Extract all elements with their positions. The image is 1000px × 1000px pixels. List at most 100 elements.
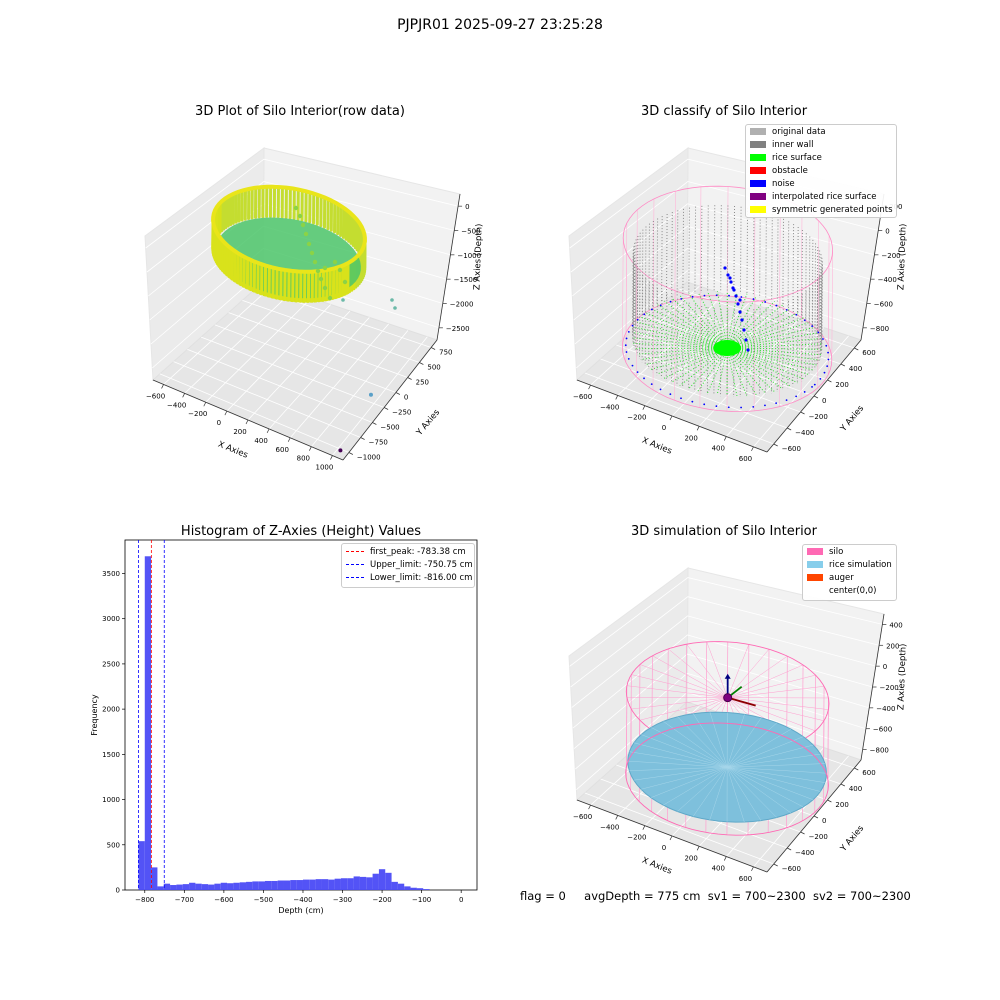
x-tick [669,415,673,421]
data-point [368,392,373,397]
x-tick-label: 200 [684,434,697,442]
center-point [723,693,733,703]
x-tick-label: −400 [167,401,186,409]
inner-wall-column [801,230,803,318]
x-tick-label: −200 [627,414,646,422]
noise-point [726,273,730,277]
noise-point [636,371,639,374]
silo-wire [699,298,701,408]
y-tick [430,347,436,350]
inner-wall-column [656,288,658,376]
noise-point [728,294,730,297]
legend-label: rice simulation [829,560,892,570]
inner-wall-column [819,254,822,342]
x-tick-label: −400 [293,896,312,904]
y-tick-label: −400 [795,429,814,437]
histogram-bar [366,877,373,890]
grid-line [247,310,351,421]
inner-wall-column [796,296,799,384]
grid-line [631,330,815,397]
inner-wall-column [641,275,644,363]
rice-mesh [629,766,728,771]
rice-surface-ray [727,347,820,361]
noise-point [728,276,732,280]
inner-wall-column [776,216,779,304]
inner-wall-column [636,236,639,324]
histogram-bar [334,878,341,890]
grid-line [569,577,883,667]
histogram-bar [170,885,177,890]
noise-point [703,403,706,406]
silo-wire [636,267,638,377]
grid-line [184,291,293,394]
noise-point [803,319,806,322]
y-tick [360,437,365,440]
auger-point [327,295,333,301]
rice-surface-ray [632,337,728,349]
grid-line [205,297,312,403]
x-tick-label: 400 [712,865,725,873]
inner-wall-column [682,300,684,388]
noise-point [740,318,744,322]
x-tick [224,410,228,416]
inner-wall-column [652,220,654,309]
x-tick [696,846,700,851]
y-tick [395,392,401,395]
inner-wall-column [636,268,639,356]
histogram-bar [340,878,348,890]
histogram-bar [385,872,392,890]
rice-mesh [726,717,762,768]
z-tick-label: −400 [878,276,897,284]
inner-wall-column [726,205,729,293]
rice-mesh [727,766,814,800]
silo-rim-bottom [625,722,829,836]
inner-wall-column [782,303,784,391]
silo-wire [827,697,829,780]
noise-point [740,296,743,298]
silo-roof-wire [727,686,825,698]
inner-wall-column [670,296,673,384]
auger-point [322,265,328,271]
y-tick [383,407,389,410]
rice-mesh [709,767,728,821]
rice-surface-ray [727,347,822,356]
y-tick-label: −750 [369,439,388,447]
rice-mesh [727,728,792,768]
rice-surface-ray [706,347,728,394]
rice-mesh [633,742,728,768]
y-tick-label: 2500 [102,660,120,668]
auger-point [309,250,315,256]
x-tick-label: −200 [627,834,646,842]
inner-wall-column [805,291,807,379]
noise-point [827,358,830,361]
auger-point [315,268,321,274]
grid-line [576,691,863,791]
legend-label: noise [772,179,795,189]
inner-wall-column [733,206,736,294]
rice-mesh [629,751,728,768]
silo-rim-top [622,185,834,303]
silo-wire [800,207,803,318]
rice-mesh [677,716,728,768]
z-axis-label: Z Axies (Depth) [896,223,908,290]
swatch-original-data [750,128,766,135]
x-tick-label: 200 [684,854,697,862]
silo-roof-wire [727,697,816,732]
histogram-bar [372,873,379,890]
x-tick-label: −200 [372,896,391,904]
line-swatch-upper-limit [346,564,364,565]
inner-wall-column [805,233,807,321]
y-tick [840,783,846,787]
x-tick [161,384,164,389]
status-line: flag = 0 avgDepth = 775 cm sv1 = 700~230… [520,889,911,903]
x-tick [615,815,619,820]
x-tick-label: −500 [254,896,273,904]
inner-wall-column [719,309,722,397]
silo-wire [831,250,833,360]
noise-point [703,294,706,297]
inner-wall-column [819,272,822,360]
silo-wire [814,675,816,757]
histogram-bar [378,869,386,890]
y-tick [372,422,377,425]
panel-simulation-3d: −600−400−2000200400600−600−400−200020040… [568,567,909,883]
